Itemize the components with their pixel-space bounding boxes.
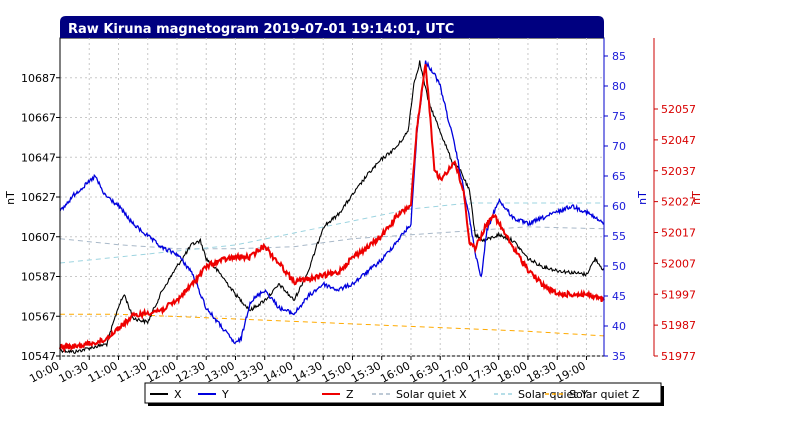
right-y-tick-label: 35 [612,350,626,363]
right-y-tick-label: 60 [612,200,626,213]
right-z-tick-label: 52007 [661,257,696,270]
right-z-tick-label: 52037 [661,165,696,178]
left-tick-label: 10647 [21,151,56,164]
series-line-solar-quiet-z [60,313,605,337]
right-y-tick-label: 45 [612,290,626,303]
series-line-y [59,60,604,345]
x-tick-label: 17:00 [437,359,471,385]
right-y-tick-label: 80 [612,80,626,93]
x-tick-label: 16:00 [378,359,412,385]
right-y-tick-label: 75 [612,110,626,123]
x-tick-label: 18:00 [495,359,529,385]
legend-label: Solar quiet Z [569,388,640,401]
x-tick-label: 17:30 [466,359,500,385]
right-axis-y-title: nT [636,191,649,205]
right-y-tick-label: 70 [612,140,626,153]
legend-label: Z [346,388,354,401]
left-tick-label: 10607 [21,231,56,244]
right-z-tick-label: 52017 [661,227,696,240]
x-tick-label: 16:30 [408,359,442,385]
x-tick-label: 15:00 [320,359,354,385]
left-tick-label: 10687 [21,72,56,85]
series-layer [59,60,605,355]
title-banner: Raw Kiruna magnetogram 2019-07-01 19:14:… [60,16,604,38]
right-z-tick-label: 51977 [661,350,696,363]
right-z-tick-label: 52057 [661,103,696,116]
series-line-x [59,60,605,355]
x-tick-label: 10:00 [27,359,61,385]
left-tick-label: 10587 [21,271,56,284]
left-axis-title: nT [4,191,17,205]
x-tick-label: 10:30 [57,359,91,385]
legend-label: X [174,388,182,401]
x-tick-label: 12:00 [144,359,178,385]
left-tick-label: 10667 [21,112,56,125]
x-tick-label: 11:00 [86,359,120,385]
legend-label: Solar quiet X [396,388,467,401]
right-z-tick-label: 52027 [661,196,696,209]
x-tick-label: 13:00 [203,359,237,385]
right-z-tick-label: 52047 [661,134,696,147]
x-tick-label: 14:30 [291,359,325,385]
x-tick-label: 18:30 [525,359,559,385]
series-line-solar-quiet-x [59,226,605,250]
right-axis-z-title: nT [690,191,703,205]
right-y-tick-label: 40 [612,320,626,333]
left-tick-label: 10567 [21,310,56,323]
x-tick-label: 12:30 [174,359,208,385]
right-y-tick-label: 55 [612,230,626,243]
left-axis-ticks: 10547 10567 10587 10607 10627 10647 10667 10687 [21,72,60,363]
right-y-tick-label: 50 [612,260,626,273]
series-line-z [59,63,605,354]
right-y-tick-label: 65 [612,170,626,183]
left-tick-label: 10627 [21,191,56,204]
right-z-tick-label: 51987 [661,319,696,332]
legend-label: Y [221,388,229,401]
x-axis-ticks: 10:0010:3011:0011:3012:0012:3013:0013:30… [27,356,588,386]
right-y-tick-label: 85 [612,50,626,63]
right-axis-z-ticks: 51977 51987 51997 52007 52017 52027 52037 52047… [654,103,696,363]
x-tick-label: 15:30 [349,359,383,385]
right-axis-y-ticks: 35 40 45 50 55 60 65 70 75 80 85 [604,50,626,363]
x-tick-label: 13:30 [232,359,266,385]
left-tick-label: 10547 [21,350,56,363]
chart-title: Raw Kiruna magnetogram 2019-07-01 19:14:… [68,22,454,37]
right-z-tick-label: 51997 [661,288,696,301]
x-tick-label: 14:00 [261,359,295,385]
x-tick-label: 11:30 [115,359,149,385]
x-tick-label: 19:00 [554,359,588,385]
legend-box [144,382,662,404]
